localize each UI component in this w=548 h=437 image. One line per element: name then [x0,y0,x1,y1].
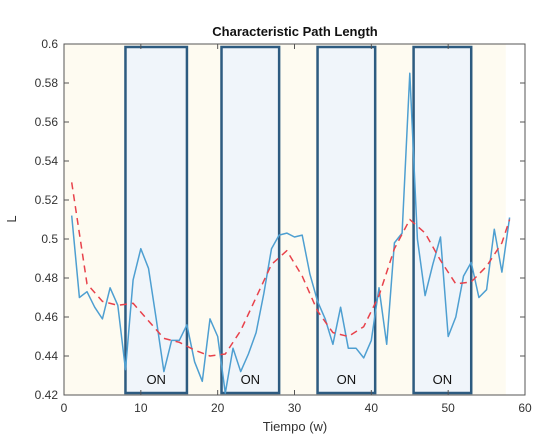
on-period-label: ON [241,372,261,387]
x-tick-label: 20 [211,401,225,415]
y-tick-label: 0.5 [41,232,58,246]
y-tick-label: 0.54 [35,154,59,168]
x-tick-label: 10 [134,401,148,415]
y-axis-label: L [4,215,19,222]
y-tick-label: 0.48 [35,271,59,285]
x-tick-label: 60 [518,401,532,415]
y-tick-label: 0.58 [35,76,59,90]
on-period-label: ON [146,372,166,387]
on-period-label: ON [337,372,357,387]
y-tick-label: 0.44 [35,349,59,363]
on-period-boxes: ON ON ON ON [124,45,473,395]
y-tick-label: 0.6 [41,37,58,51]
on-period-box [220,45,281,395]
on-period-box [412,45,473,395]
on-period-label: ON [433,372,453,387]
y-tick-label: 0.46 [35,310,59,324]
x-tick-label: 30 [288,401,302,415]
x-axis-label: Tiempo (w) [263,419,328,434]
series-lines [70,72,511,394]
x-tick-label: 0 [61,401,68,415]
x-tick-label: 50 [441,401,455,415]
y-tick-label: 0.42 [35,388,59,402]
data-line [70,72,511,394]
x-tick-label: 40 [365,401,379,415]
y-tick-label: 0.52 [35,193,59,207]
y-tick-label: 0.56 [35,115,59,129]
tick-labels: 0 10 20 30 40 50 60 0.42 0.44 0.46 0.48 0.5 0.52 0.54… [35,37,532,415]
chart-title: Characteristic Path Length [212,24,377,39]
axes [63,43,526,396]
on-period-box [124,45,189,395]
